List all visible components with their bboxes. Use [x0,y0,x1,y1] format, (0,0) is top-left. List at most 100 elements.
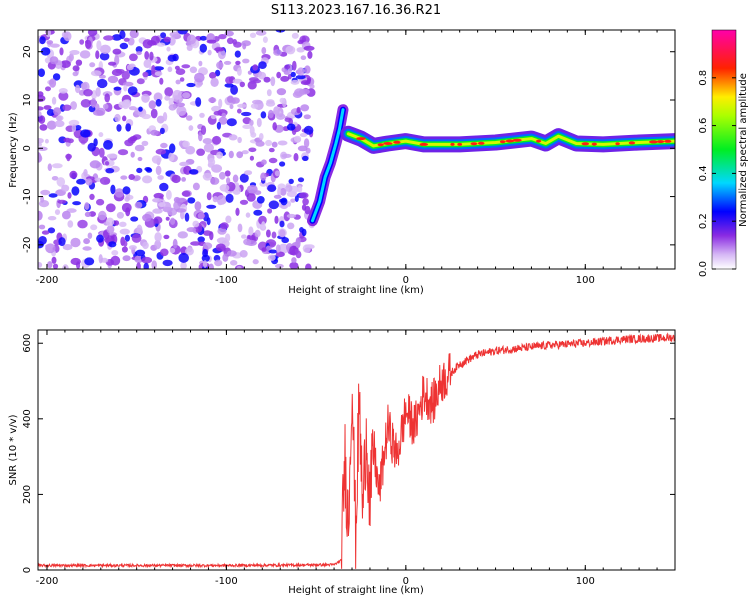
colorbar-tick-label: 0.0 [698,261,709,277]
noise-blob [155,99,162,107]
noise-blob [304,65,311,74]
noise-blob [186,44,193,52]
noise-blob [38,115,46,124]
noise-blob [163,234,170,240]
noise-blob [222,253,229,262]
noise-blob [41,230,50,235]
noise-blob [77,219,88,229]
noise-blob [252,79,262,84]
noise-blob [160,248,169,257]
noise-blob [225,76,234,84]
noise-blob [252,99,263,105]
noise-blob [302,244,311,253]
noise-blob [159,127,165,135]
x-tick-label: -200 [36,275,59,286]
noise-blob [286,201,292,207]
noise-blob [126,64,134,71]
noise-blob [254,229,261,238]
noise-blob [87,142,96,152]
noise-blob [247,80,257,90]
noise-blob [136,262,141,269]
noise-blob [267,254,276,261]
noise-blob [197,212,205,220]
noise-blob [115,69,125,74]
noise-blob [181,177,187,182]
noise-blob [219,171,226,180]
noise-blob [159,77,164,85]
noise-blob [192,220,200,228]
noise-blob [114,188,125,198]
noise-blob [181,64,191,69]
noise-blob [291,32,299,39]
spectrogram-x-axis: -200 -100 0 100 [36,30,676,286]
noise-blob [187,197,196,204]
noise-blob [70,257,81,266]
noise-blob [286,123,296,131]
noise-blob [38,146,48,151]
noise-blob [182,92,191,99]
noise-blob [212,195,218,203]
ridge-peak [664,139,672,143]
noise-blob [178,252,189,263]
noise-blob [220,222,229,230]
noise-blob [61,184,70,192]
noise-blob [303,114,311,120]
ridge-peak [383,142,393,145]
noise-blob [295,239,301,249]
noise-blob [279,229,286,238]
noise-blob [38,142,43,147]
noise-blob [233,41,242,48]
y-tick-label: 200 [22,485,33,504]
ridge-peak [477,141,485,145]
noise-blob [226,250,237,257]
noise-blob [299,192,309,199]
noise-blob [273,106,280,115]
x-tick-label: 100 [576,576,595,587]
noise-blob [256,117,262,128]
noise-blob [142,71,149,78]
noise-blob [275,263,284,269]
noise-blob [261,221,266,230]
ridge-peak [628,141,636,145]
signal-ridge [307,104,675,227]
noise-blob [199,35,208,41]
ridge-rise-band [311,108,345,223]
noise-blob [51,163,63,169]
noise-blob [217,49,226,60]
noise-blob [211,105,221,112]
noise-blob [84,202,90,210]
noise-blob [189,66,198,74]
noise-blob [119,228,130,235]
noise-blob [194,201,202,211]
noise-blob [124,196,130,202]
noise-blob [151,260,157,269]
noise-blob [150,129,159,136]
noise-blob [202,230,212,236]
noise-blob [210,77,219,87]
ridge-peak [457,142,463,146]
noise-blob [108,61,117,66]
noise-blob [175,79,181,85]
noise-blob [303,138,310,148]
spectrogram-y-axis: -20 -10 0 10 20 [22,45,675,253]
noise-blob [155,148,167,155]
noise-blob [223,60,232,65]
noise-blob [47,227,56,234]
noise-blob [87,30,98,37]
noise-blob [129,135,138,142]
noise-blob [256,196,265,204]
noise-blob [58,91,69,101]
noise-blob [273,49,282,56]
noise-blob [47,261,53,269]
snr-x-label: Height of straight line (km) [288,585,424,596]
noise-blob [98,254,103,264]
noise-blob [80,129,91,138]
noise-blob [98,210,107,221]
noise-blob [214,259,223,267]
snr-series-line [38,332,675,569]
noise-blob [202,172,213,181]
noise-blob [169,31,181,37]
noise-blob [215,243,226,252]
noise-blob [99,44,111,54]
noise-blob [158,202,166,208]
